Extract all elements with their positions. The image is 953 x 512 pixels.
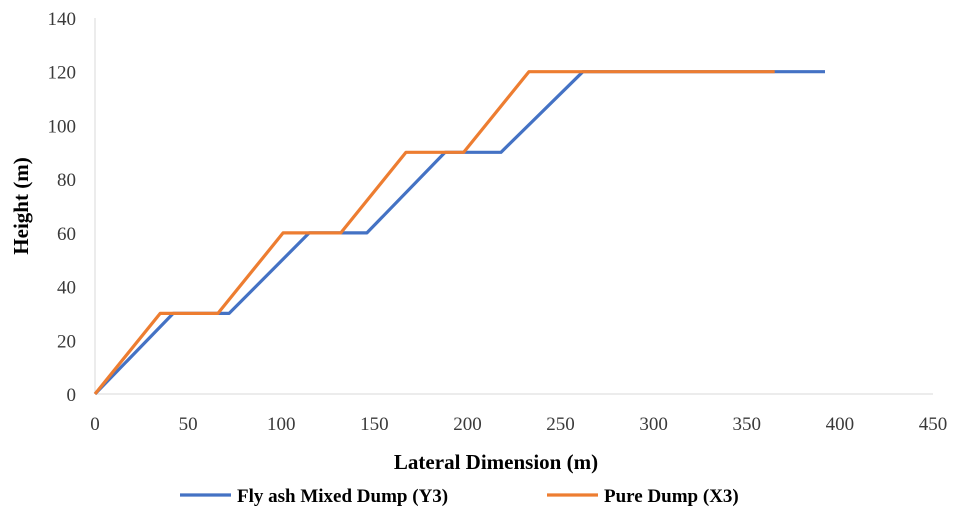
x-tick-label: 150 bbox=[360, 414, 389, 435]
x-tick-label: 200 bbox=[453, 414, 482, 435]
legend-label-2: Pure Dump (X3) bbox=[604, 486, 739, 507]
axes bbox=[94, 18, 933, 395]
x-tick-label: 50 bbox=[179, 414, 198, 435]
x-tick-label: 450 bbox=[919, 414, 948, 435]
x-tick-label: 0 bbox=[90, 414, 100, 435]
y-axis-title: Height (m) bbox=[9, 157, 33, 254]
legend: Fly ash Mixed Dump (Y3) Pure Dump (X3) bbox=[180, 486, 739, 507]
x-tick-label: 350 bbox=[733, 414, 762, 435]
series-line-2 bbox=[93, 70, 775, 396]
y-tick-label: 80 bbox=[57, 170, 76, 191]
x-tick-label: 300 bbox=[639, 414, 668, 435]
x-axis-title: Lateral Dimension (m) bbox=[394, 450, 598, 474]
y-tick-label: 140 bbox=[48, 9, 77, 30]
y-tick-label: 20 bbox=[57, 331, 76, 352]
x-tick-label: 400 bbox=[826, 414, 855, 435]
x-tick-label: 100 bbox=[267, 414, 296, 435]
y-tick-label: 120 bbox=[48, 63, 77, 84]
y-tick-label: 0 bbox=[67, 385, 77, 406]
y-tick-label: 100 bbox=[48, 116, 77, 137]
x-tick-label: 250 bbox=[546, 414, 575, 435]
y-tick-label: 60 bbox=[57, 224, 76, 245]
series-lines bbox=[93, 70, 825, 396]
legend-label-1: Fly ash Mixed Dump (Y3) bbox=[237, 486, 448, 507]
y-tick-label: 40 bbox=[57, 278, 76, 299]
series-line-1 bbox=[93, 70, 825, 396]
tick-labels: 0 50 100 150 200 250 300 350 400 450 0 20 40 60 80 100 1… bbox=[48, 9, 948, 435]
